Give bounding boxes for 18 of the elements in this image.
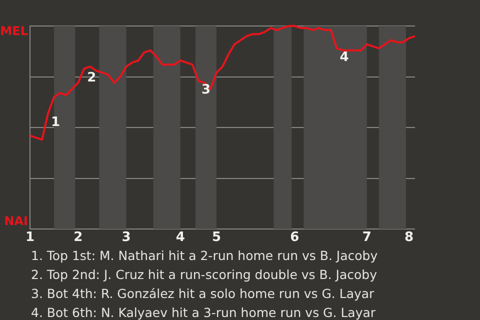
annotation: 4 — [340, 50, 349, 66]
text: 4. Bot 6th: N. Kalyaev hit a 3-run home run vs G. Layar — [31, 304, 377, 320]
x-tick-label: 8 — [404, 230, 414, 246]
x-tick-label: 2 — [74, 230, 83, 246]
x-tick-label: 3 — [122, 230, 131, 246]
text: 1. Top 1st: M. Nathari hit a 2-run home run vs B. Jacoby — [31, 247, 379, 265]
x-tick-label: 5 — [212, 230, 222, 246]
text: NAI — [4, 214, 28, 228]
annotation: 1 — [51, 115, 60, 130]
x-tick-label: 6 — [290, 230, 300, 246]
annotation: 2 — [87, 70, 96, 86]
text: 2. Top 2nd: J. Cruz hit a run-scoring double vs B. Jacoby — [31, 266, 378, 284]
annotation: 3 — [201, 82, 210, 98]
x-tick-label: 1 — [25, 230, 35, 246]
text: MEL — [0, 24, 28, 38]
text: 3. Bot 4th: R. González hit a solo home run vs G. Layar — [31, 285, 376, 303]
x-tick-label: 7 — [362, 230, 372, 246]
x-tick-label: 4 — [176, 230, 185, 246]
